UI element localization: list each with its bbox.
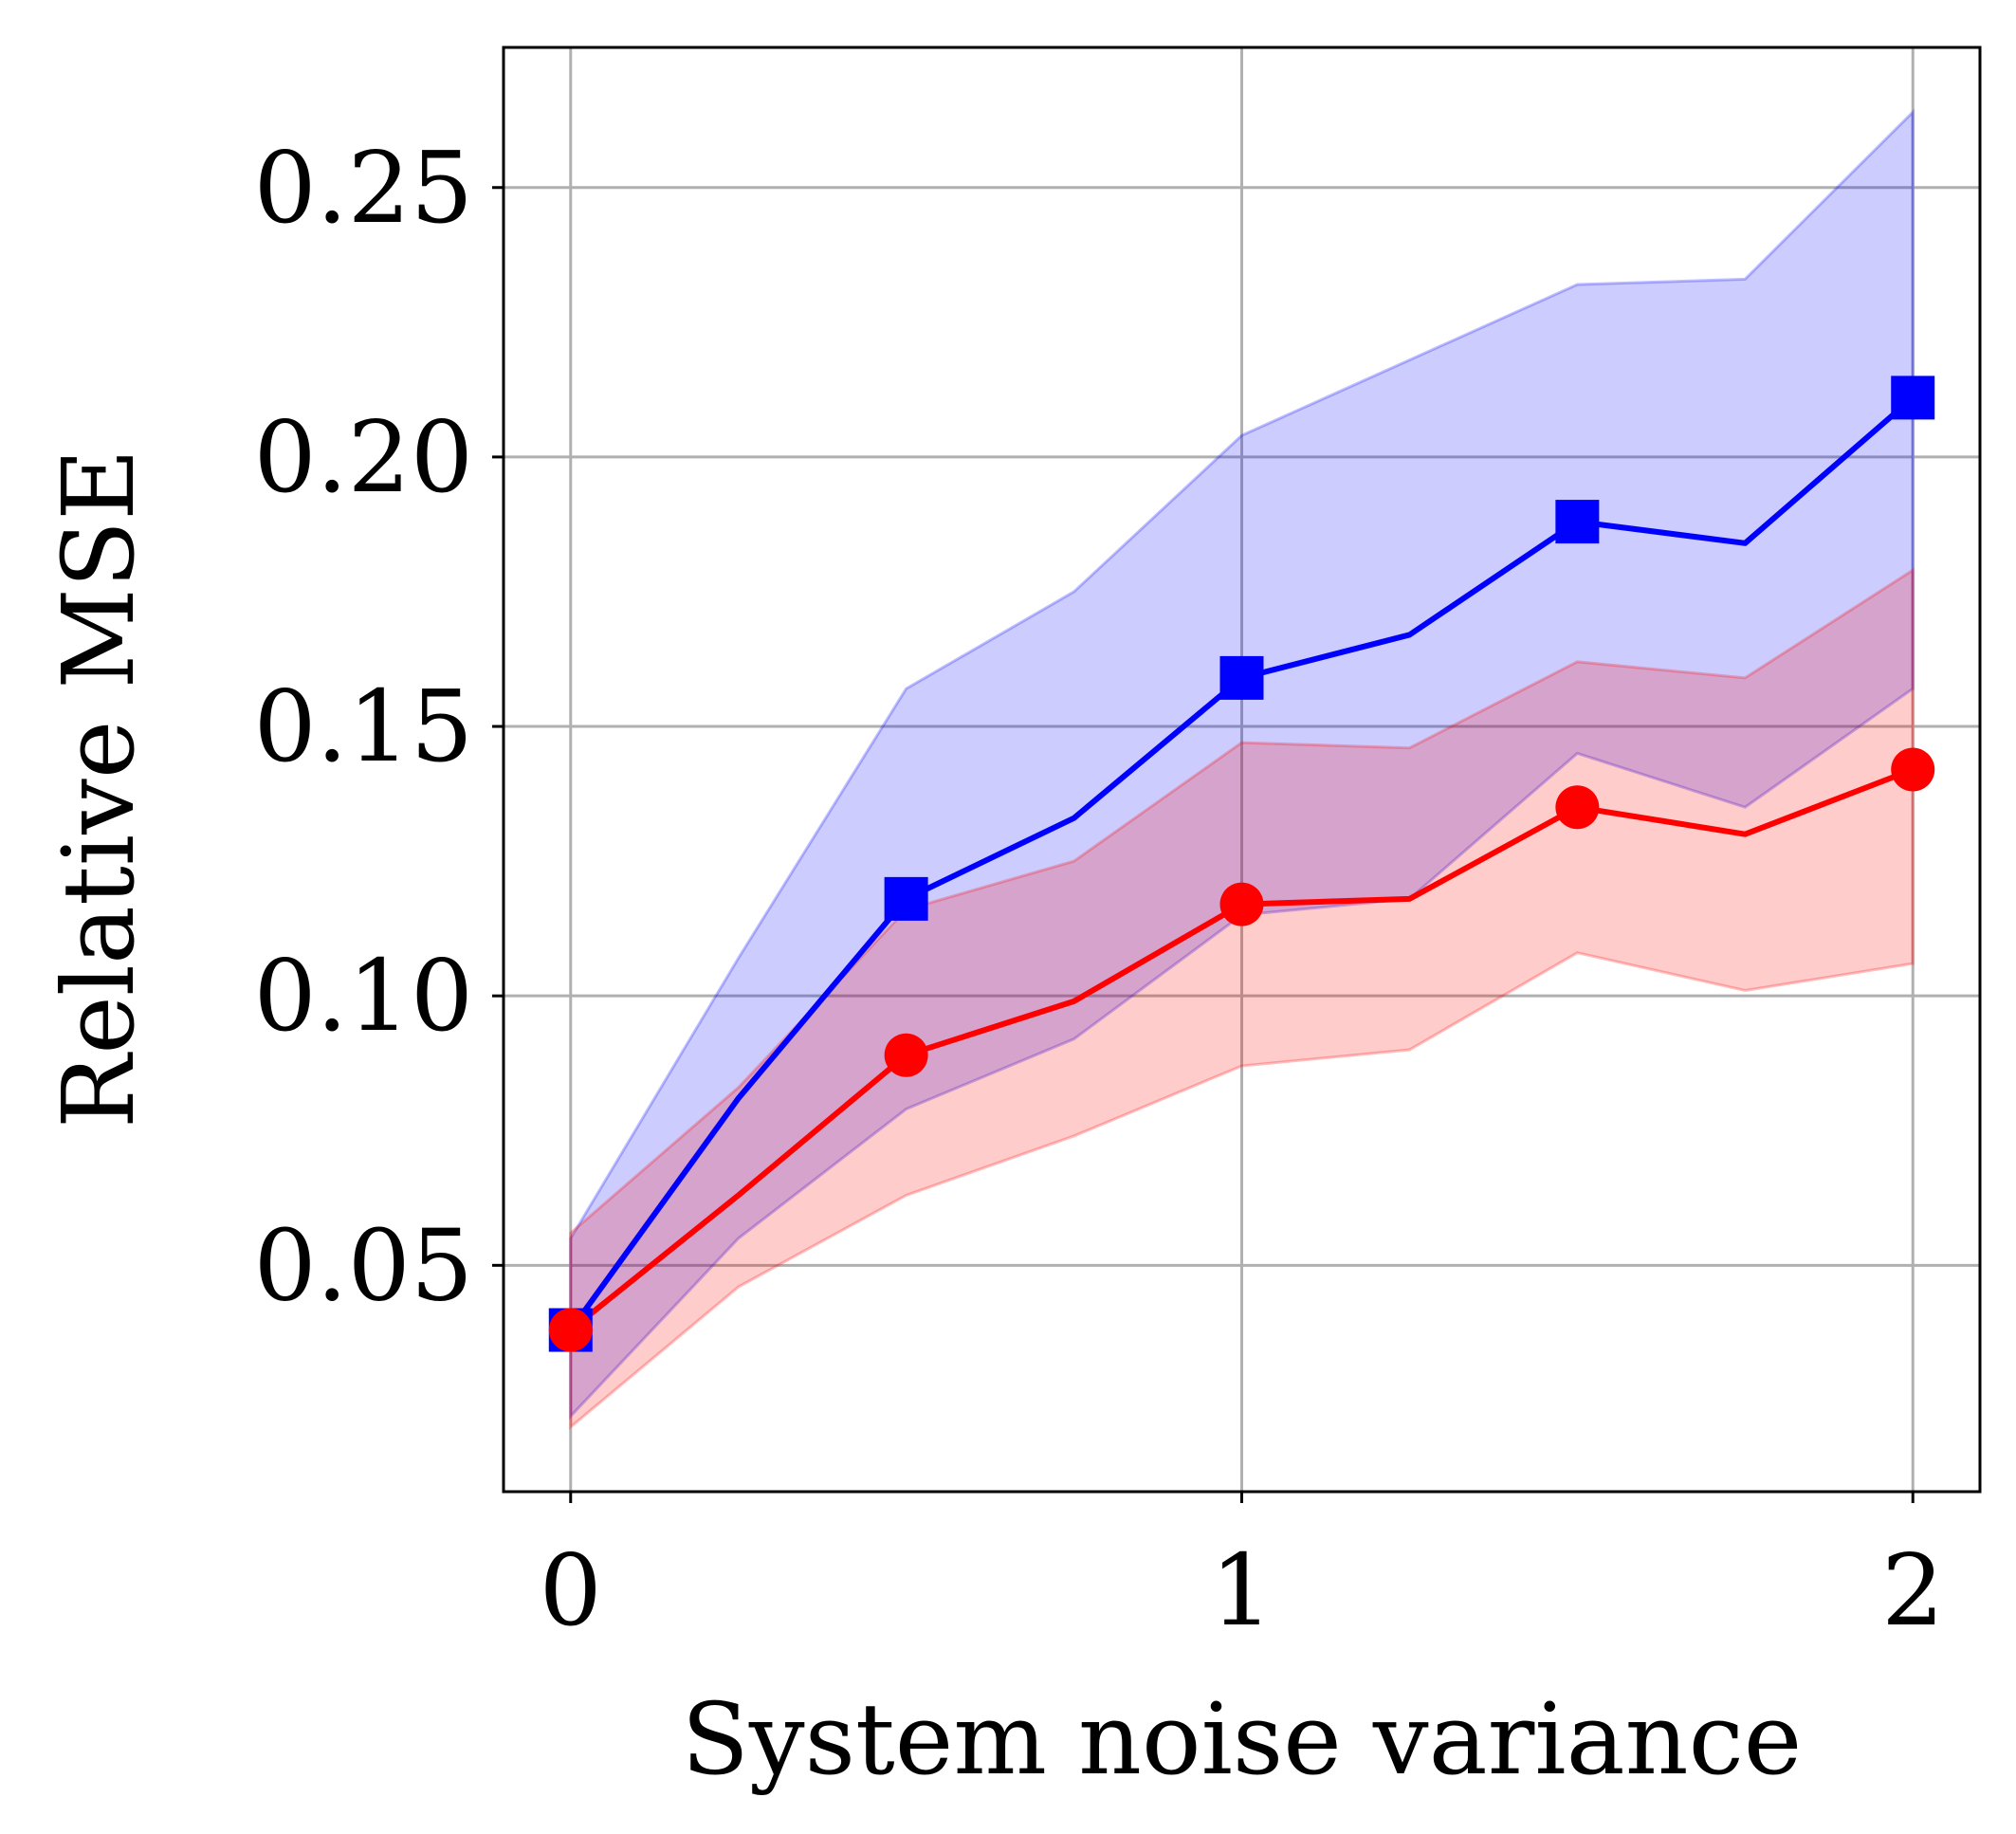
- y-tick-label: 0.10: [253, 938, 473, 1054]
- axis-ticks: 0 1 2 0.05 0.10 0.15 0.20 0.25: [253, 130, 1944, 1648]
- confidence-bands: [569, 108, 1915, 1431]
- red-circle-band: [569, 567, 1915, 1431]
- red-circle-marker: [1555, 785, 1600, 830]
- blue-square-band: [569, 108, 1915, 1421]
- y-tick-label: 0.20: [253, 399, 473, 515]
- x-axis-label: System noise variance: [682, 1681, 1803, 1797]
- x-tick-label: 1: [1210, 1532, 1273, 1648]
- blue-square-marker: [1891, 376, 1935, 420]
- red-circle-marker: [1219, 882, 1264, 926]
- blue-square-marker: [884, 876, 928, 921]
- blue-square-marker: [1219, 655, 1264, 700]
- x-tick-label: 0: [540, 1532, 602, 1648]
- series-markers: [548, 376, 1935, 1352]
- y-axis-label: Relative MSE: [41, 449, 156, 1128]
- y-tick-label: 0.15: [253, 669, 473, 784]
- y-tick-label: 0.25: [253, 130, 473, 246]
- red-circle-marker: [1891, 747, 1935, 792]
- x-tick-label: 2: [1881, 1532, 1944, 1648]
- red-circle-marker: [548, 1308, 593, 1352]
- red-circle-marker: [884, 1033, 928, 1077]
- y-tick-label: 0.05: [253, 1207, 473, 1323]
- blue-square-marker: [1555, 500, 1600, 544]
